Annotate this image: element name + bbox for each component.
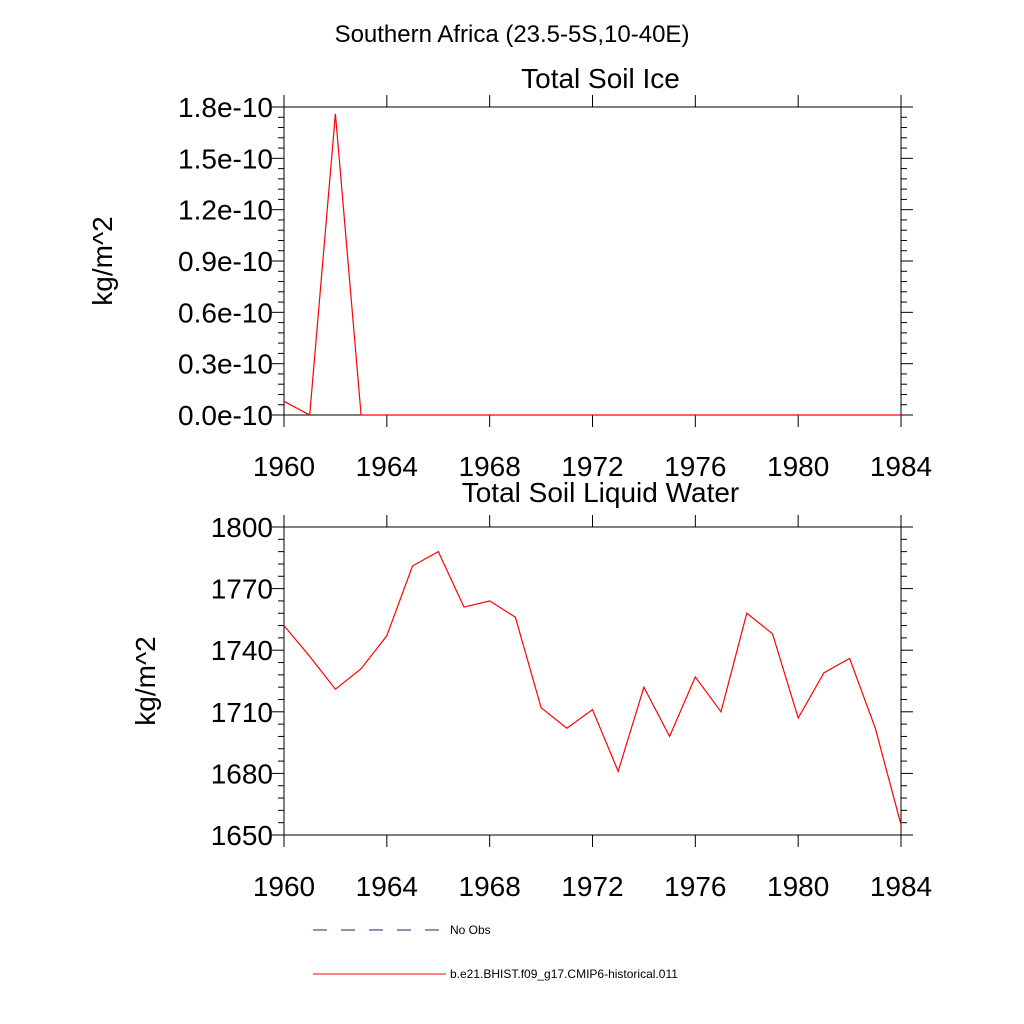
x-tick-label: 1964 xyxy=(356,871,418,902)
x-tick-label: 1976 xyxy=(664,451,726,482)
x-tick-label: 1960 xyxy=(253,451,315,482)
x-tick-label: 1968 xyxy=(459,871,521,902)
y-tick-label: 1740 xyxy=(211,635,273,666)
plot-frame xyxy=(283,106,902,416)
x-tick-label: 1972 xyxy=(561,871,623,902)
x-tick-label: 1980 xyxy=(767,451,829,482)
chart-title: Total Soil Liquid Water xyxy=(462,477,740,508)
series-line xyxy=(283,113,901,416)
y-tick-label: 1.2e-10 xyxy=(178,195,273,226)
y-tick-label: 0.3e-10 xyxy=(178,349,273,380)
y-tick-label: 1710 xyxy=(211,697,273,728)
x-tick-label: 1976 xyxy=(664,871,726,902)
y-tick-label: 1.5e-10 xyxy=(178,143,273,174)
y-tick-label: 1.8e-10 xyxy=(178,92,273,123)
x-tick-label: 1984 xyxy=(870,871,932,902)
series-line xyxy=(283,550,902,825)
page-title: Southern Africa (23.5-5S,10-40E) xyxy=(335,21,690,48)
y-axis-label: kg/m^2 xyxy=(87,216,118,305)
panel-total-soil-ice: Total Soil Ice 1960 1964 1968 1972 1976 1980 19… xyxy=(87,63,932,482)
x-tick-label: 1972 xyxy=(561,451,623,482)
y-tick-label: 0.6e-10 xyxy=(178,297,273,328)
x-tick-label: 1960 xyxy=(253,871,315,902)
y-tick-label: 1770 xyxy=(211,574,273,605)
y-tick-label: 1800 xyxy=(211,512,273,543)
panel-total-soil-liquid-water: Total Soil Liquid Water 1960 1964 1968 1972 1… xyxy=(130,477,932,902)
legend: No Obs b.e21.BHIST.f09_g17.CMIP6-histori… xyxy=(313,923,678,981)
plot-frame xyxy=(283,526,902,836)
y-axis-label: kg/m^2 xyxy=(130,636,161,725)
y-tick-label: 1650 xyxy=(211,820,273,851)
x-tick-label: 1964 xyxy=(356,451,418,482)
x-tick-label: 1984 xyxy=(870,451,932,482)
legend-obs-label: No Obs xyxy=(450,923,491,937)
x-tick-label: 1968 xyxy=(459,451,521,482)
y-tick-label: 1680 xyxy=(211,758,273,789)
legend-model-label: b.e21.BHIST.f09_g17.CMIP6-historical.011 xyxy=(450,967,678,981)
y-tick-label: 0.9e-10 xyxy=(178,246,273,277)
chart-title: Total Soil Ice xyxy=(521,63,680,94)
y-tick-label: 0.0e-10 xyxy=(178,400,273,431)
x-tick-label: 1980 xyxy=(767,871,829,902)
